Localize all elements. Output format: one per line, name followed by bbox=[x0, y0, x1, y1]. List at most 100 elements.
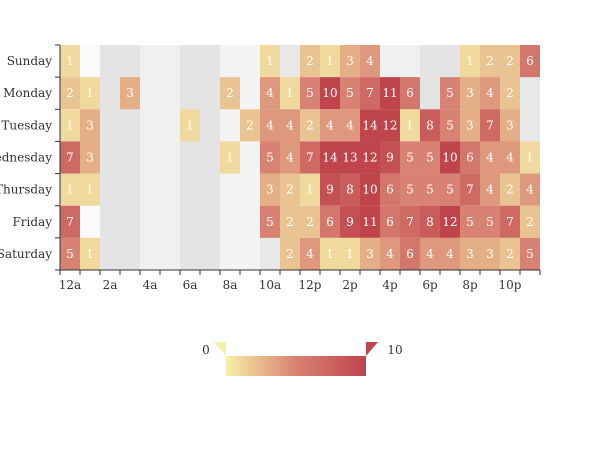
heatmap-cell[interactable] bbox=[300, 237, 320, 270]
heatmap-cell[interactable] bbox=[340, 173, 360, 206]
heatmap-cell[interactable] bbox=[460, 205, 480, 238]
heatmap-cell[interactable] bbox=[500, 77, 520, 110]
heatmap-cell[interactable] bbox=[320, 45, 340, 78]
heatmap-cell[interactable] bbox=[480, 237, 500, 270]
heatmap-cell[interactable] bbox=[480, 77, 500, 110]
heatmap-cell[interactable] bbox=[180, 109, 200, 142]
heatmap-cell[interactable] bbox=[320, 237, 340, 270]
heatmap-cell[interactable] bbox=[400, 173, 420, 206]
heatmap-cell[interactable] bbox=[340, 141, 360, 174]
heatmap-cell[interactable] bbox=[60, 237, 80, 270]
heatmap-cell[interactable] bbox=[360, 45, 380, 78]
heatmap-cell[interactable] bbox=[440, 237, 460, 270]
heatmap-cell[interactable] bbox=[320, 205, 340, 238]
heatmap-cell[interactable] bbox=[500, 237, 520, 270]
heatmap-cell[interactable] bbox=[520, 205, 540, 238]
visual-map-max-handle[interactable] bbox=[366, 342, 378, 356]
heatmap-cell[interactable] bbox=[440, 173, 460, 206]
heatmap-cell[interactable] bbox=[300, 173, 320, 206]
heatmap-cell[interactable] bbox=[500, 173, 520, 206]
heatmap-cell[interactable] bbox=[480, 109, 500, 142]
heatmap-cell[interactable] bbox=[320, 77, 340, 110]
heatmap-cell[interactable] bbox=[320, 173, 340, 206]
heatmap-cell[interactable] bbox=[380, 109, 400, 142]
heatmap-cell[interactable] bbox=[440, 205, 460, 238]
heatmap-cell[interactable] bbox=[500, 205, 520, 238]
heatmap-cell[interactable] bbox=[80, 141, 100, 174]
heatmap-cell[interactable] bbox=[380, 237, 400, 270]
heatmap-cell[interactable] bbox=[60, 173, 80, 206]
heatmap-cell[interactable] bbox=[60, 45, 80, 78]
heatmap-cell[interactable] bbox=[80, 173, 100, 206]
heatmap-cell[interactable] bbox=[60, 109, 80, 142]
heatmap-cell[interactable] bbox=[360, 237, 380, 270]
heatmap-cell[interactable] bbox=[440, 141, 460, 174]
visual-map-min-handle[interactable] bbox=[214, 342, 226, 356]
heatmap-cell[interactable] bbox=[260, 173, 280, 206]
heatmap-cell[interactable] bbox=[300, 141, 320, 174]
heatmap-cell[interactable] bbox=[60, 77, 80, 110]
heatmap-cell[interactable] bbox=[280, 141, 300, 174]
heatmap-cell[interactable] bbox=[300, 45, 320, 78]
heatmap-cell[interactable] bbox=[420, 237, 440, 270]
heatmap-cell[interactable] bbox=[320, 141, 340, 174]
heatmap-cell[interactable] bbox=[280, 109, 300, 142]
heatmap-cell[interactable] bbox=[340, 237, 360, 270]
heatmap-cell[interactable] bbox=[460, 77, 480, 110]
heatmap-cell[interactable] bbox=[400, 205, 420, 238]
heatmap-cell[interactable] bbox=[220, 77, 240, 110]
heatmap-cell[interactable] bbox=[500, 109, 520, 142]
heatmap-cell[interactable] bbox=[280, 77, 300, 110]
heatmap-cell[interactable] bbox=[440, 77, 460, 110]
heatmap-cell[interactable] bbox=[500, 45, 520, 78]
heatmap-cell[interactable] bbox=[400, 237, 420, 270]
visual-map-bar[interactable] bbox=[226, 356, 366, 376]
heatmap-cell[interactable] bbox=[380, 173, 400, 206]
heatmap-cell[interactable] bbox=[520, 173, 540, 206]
heatmap-cell[interactable] bbox=[420, 109, 440, 142]
heatmap-cell[interactable] bbox=[300, 109, 320, 142]
heatmap-cell[interactable] bbox=[500, 141, 520, 174]
heatmap-cell[interactable] bbox=[360, 77, 380, 110]
heatmap-cell[interactable] bbox=[220, 141, 240, 174]
heatmap-cell[interactable] bbox=[240, 109, 260, 142]
heatmap-cell[interactable] bbox=[120, 77, 140, 110]
heatmap-cell[interactable] bbox=[460, 173, 480, 206]
heatmap-cell[interactable] bbox=[340, 45, 360, 78]
heatmap-cell[interactable] bbox=[420, 173, 440, 206]
heatmap-cell[interactable] bbox=[260, 205, 280, 238]
heatmap-cell[interactable] bbox=[360, 141, 380, 174]
heatmap-cell[interactable] bbox=[460, 141, 480, 174]
heatmap-cell[interactable] bbox=[280, 237, 300, 270]
heatmap-cell[interactable] bbox=[480, 205, 500, 238]
heatmap-cell[interactable] bbox=[320, 109, 340, 142]
heatmap-cell[interactable] bbox=[260, 45, 280, 78]
heatmap-cell[interactable] bbox=[60, 141, 80, 174]
heatmap-cell[interactable] bbox=[60, 205, 80, 238]
heatmap-cell[interactable] bbox=[460, 109, 480, 142]
heatmap-cell[interactable] bbox=[380, 205, 400, 238]
heatmap-cell[interactable] bbox=[400, 141, 420, 174]
heatmap-cell[interactable] bbox=[520, 45, 540, 78]
heatmap-cell[interactable] bbox=[260, 77, 280, 110]
heatmap-cell[interactable] bbox=[80, 237, 100, 270]
heatmap-cell[interactable] bbox=[80, 109, 100, 142]
heatmap-cell[interactable] bbox=[360, 109, 380, 142]
heatmap-cell[interactable] bbox=[520, 141, 540, 174]
heatmap-cell[interactable] bbox=[400, 109, 420, 142]
heatmap-cell[interactable] bbox=[420, 205, 440, 238]
heatmap-cell[interactable] bbox=[80, 77, 100, 110]
heatmap-cell[interactable] bbox=[300, 205, 320, 238]
heatmap-cell[interactable] bbox=[300, 77, 320, 110]
heatmap-cell[interactable] bbox=[480, 141, 500, 174]
heatmap-cell[interactable] bbox=[380, 77, 400, 110]
heatmap-cell[interactable] bbox=[360, 173, 380, 206]
heatmap-cell[interactable] bbox=[340, 77, 360, 110]
heatmap-cell[interactable] bbox=[480, 173, 500, 206]
heatmap-cell[interactable] bbox=[520, 237, 540, 270]
heatmap-cell[interactable] bbox=[260, 109, 280, 142]
heatmap-cell[interactable] bbox=[480, 45, 500, 78]
heatmap-cell[interactable] bbox=[360, 205, 380, 238]
heatmap-cell[interactable] bbox=[340, 109, 360, 142]
heatmap-cell[interactable] bbox=[460, 45, 480, 78]
